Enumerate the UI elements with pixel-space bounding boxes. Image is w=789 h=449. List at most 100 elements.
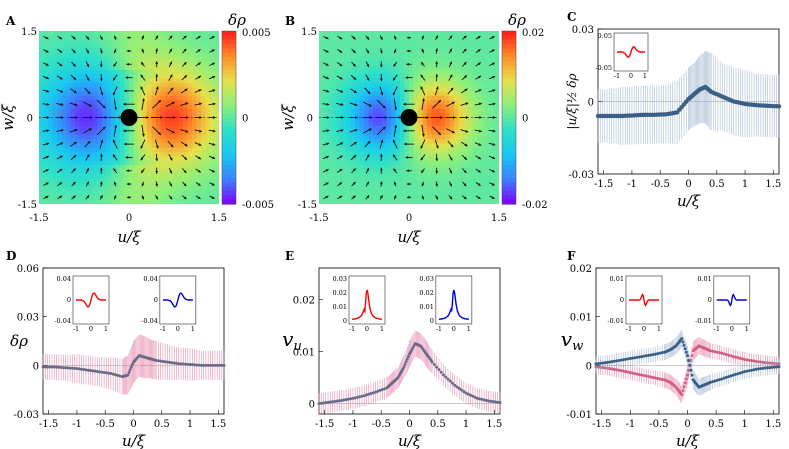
heatmap-cell <box>57 82 63 88</box>
heatmap-cell <box>418 199 424 204</box>
heatmap-cell <box>156 156 162 162</box>
heatmap-cell <box>57 95 63 101</box>
heatmap-cell <box>201 117 207 123</box>
heatmap-cell <box>409 31 415 36</box>
heatmap-cell <box>210 39 216 45</box>
heatmap-cell <box>39 152 45 158</box>
heatmap-cell <box>490 191 496 196</box>
heatmap-cell <box>48 139 54 145</box>
vector-arrowhead <box>451 130 455 134</box>
heatmap-cell <box>355 139 361 145</box>
heatmap-cell <box>346 65 352 71</box>
heatmap-cell <box>133 100 139 106</box>
heatmap-cell <box>427 104 433 110</box>
vector-arrowhead <box>435 196 438 200</box>
data-point <box>635 372 639 376</box>
heatmap-cell <box>147 160 153 166</box>
heatmap-cell <box>431 56 437 62</box>
inset-y-tick: 0 <box>154 296 158 304</box>
heatmap-cell <box>436 61 442 67</box>
heatmap-cell <box>169 117 175 123</box>
heatmap-cell <box>458 48 464 54</box>
heatmap-cell <box>205 74 211 80</box>
heatmap-cell <box>382 173 388 179</box>
heatmap-cell <box>431 178 437 183</box>
heatmap-cell <box>431 156 437 162</box>
heatmap-cell <box>319 191 325 196</box>
inset-curve <box>76 292 106 308</box>
heatmap-cell <box>138 39 144 45</box>
heatmap-cell <box>413 95 419 101</box>
heatmap-cell <box>463 147 469 153</box>
heatmap-cell <box>391 31 397 36</box>
heatmap-cell <box>48 65 54 71</box>
heatmap-cell <box>196 91 202 97</box>
vector-arrowhead <box>45 63 49 66</box>
heatmap-cell <box>111 74 117 80</box>
heatmap-cell <box>79 61 85 67</box>
vector-arrowhead <box>352 181 356 185</box>
heatmap-cell <box>422 61 428 67</box>
heatmap-cell <box>481 195 487 201</box>
vector-arrowhead <box>452 116 456 119</box>
heatmap-cell <box>97 78 103 84</box>
data-point <box>179 362 183 366</box>
heatmap-cell <box>404 191 410 196</box>
heatmap-cell <box>440 74 446 80</box>
heatmap-cell <box>337 156 343 162</box>
heatmap-cell <box>490 143 496 149</box>
heatmap-cell <box>440 52 446 58</box>
heatmap-cell <box>111 113 117 119</box>
heatmap-cell <box>418 104 424 110</box>
heatmap-cell <box>111 117 117 123</box>
inset-y-tick: 0.05 <box>598 32 612 40</box>
data-point <box>439 370 443 374</box>
heatmap-cell <box>138 191 144 196</box>
heatmap-cell <box>169 199 175 204</box>
data-point <box>621 369 625 373</box>
heatmap-cell <box>120 195 126 201</box>
data-point <box>163 360 167 364</box>
heatmap-cell <box>323 39 329 45</box>
heatmap-cell <box>43 147 49 153</box>
vector-arrowhead <box>86 77 90 81</box>
heatmap-cell <box>319 169 325 175</box>
heatmap-cell <box>409 134 415 140</box>
heatmap-cell <box>61 143 67 149</box>
heatmap-cell <box>391 108 397 114</box>
vector-arrowhead <box>45 182 49 186</box>
colorbar-cell <box>222 87 236 93</box>
heatmap-cell <box>151 78 157 84</box>
heatmap-cell <box>169 31 175 36</box>
heatmap-cell <box>84 113 90 119</box>
vector-arrowhead <box>491 196 495 199</box>
heatmap-cell <box>328 191 334 196</box>
heatmap-cell <box>323 143 329 149</box>
heatmap-cell <box>395 61 401 67</box>
heatmap-cell <box>431 35 437 41</box>
heatmap-cell <box>458 186 464 192</box>
heatmap-cell <box>337 82 343 88</box>
vector-arrowhead <box>59 36 63 40</box>
heatmap-cell <box>323 165 329 170</box>
heatmap-cell <box>39 126 45 132</box>
heatmap-cell <box>39 147 45 153</box>
heatmap-cell <box>382 169 388 175</box>
heatmap-cell <box>458 82 464 88</box>
heatmap-cell <box>192 56 198 62</box>
heatmap-cell <box>124 65 130 71</box>
heatmap-cell <box>201 43 207 49</box>
heatmap-cell <box>494 52 499 58</box>
heatmap-cell <box>39 178 45 183</box>
heatmap-cell <box>494 91 499 97</box>
heatmap-cell <box>481 48 487 54</box>
data-point <box>213 363 217 367</box>
heatmap-cell <box>445 43 451 49</box>
inset-y-tick: 0 <box>67 296 71 304</box>
x-tick-label: 0.5 <box>709 179 725 190</box>
heatmap-cell <box>124 56 130 62</box>
vector-arrowhead <box>114 107 118 111</box>
heatmap-cell <box>476 39 482 45</box>
heatmap-cell <box>66 143 72 149</box>
heatmap-cell <box>458 95 464 101</box>
